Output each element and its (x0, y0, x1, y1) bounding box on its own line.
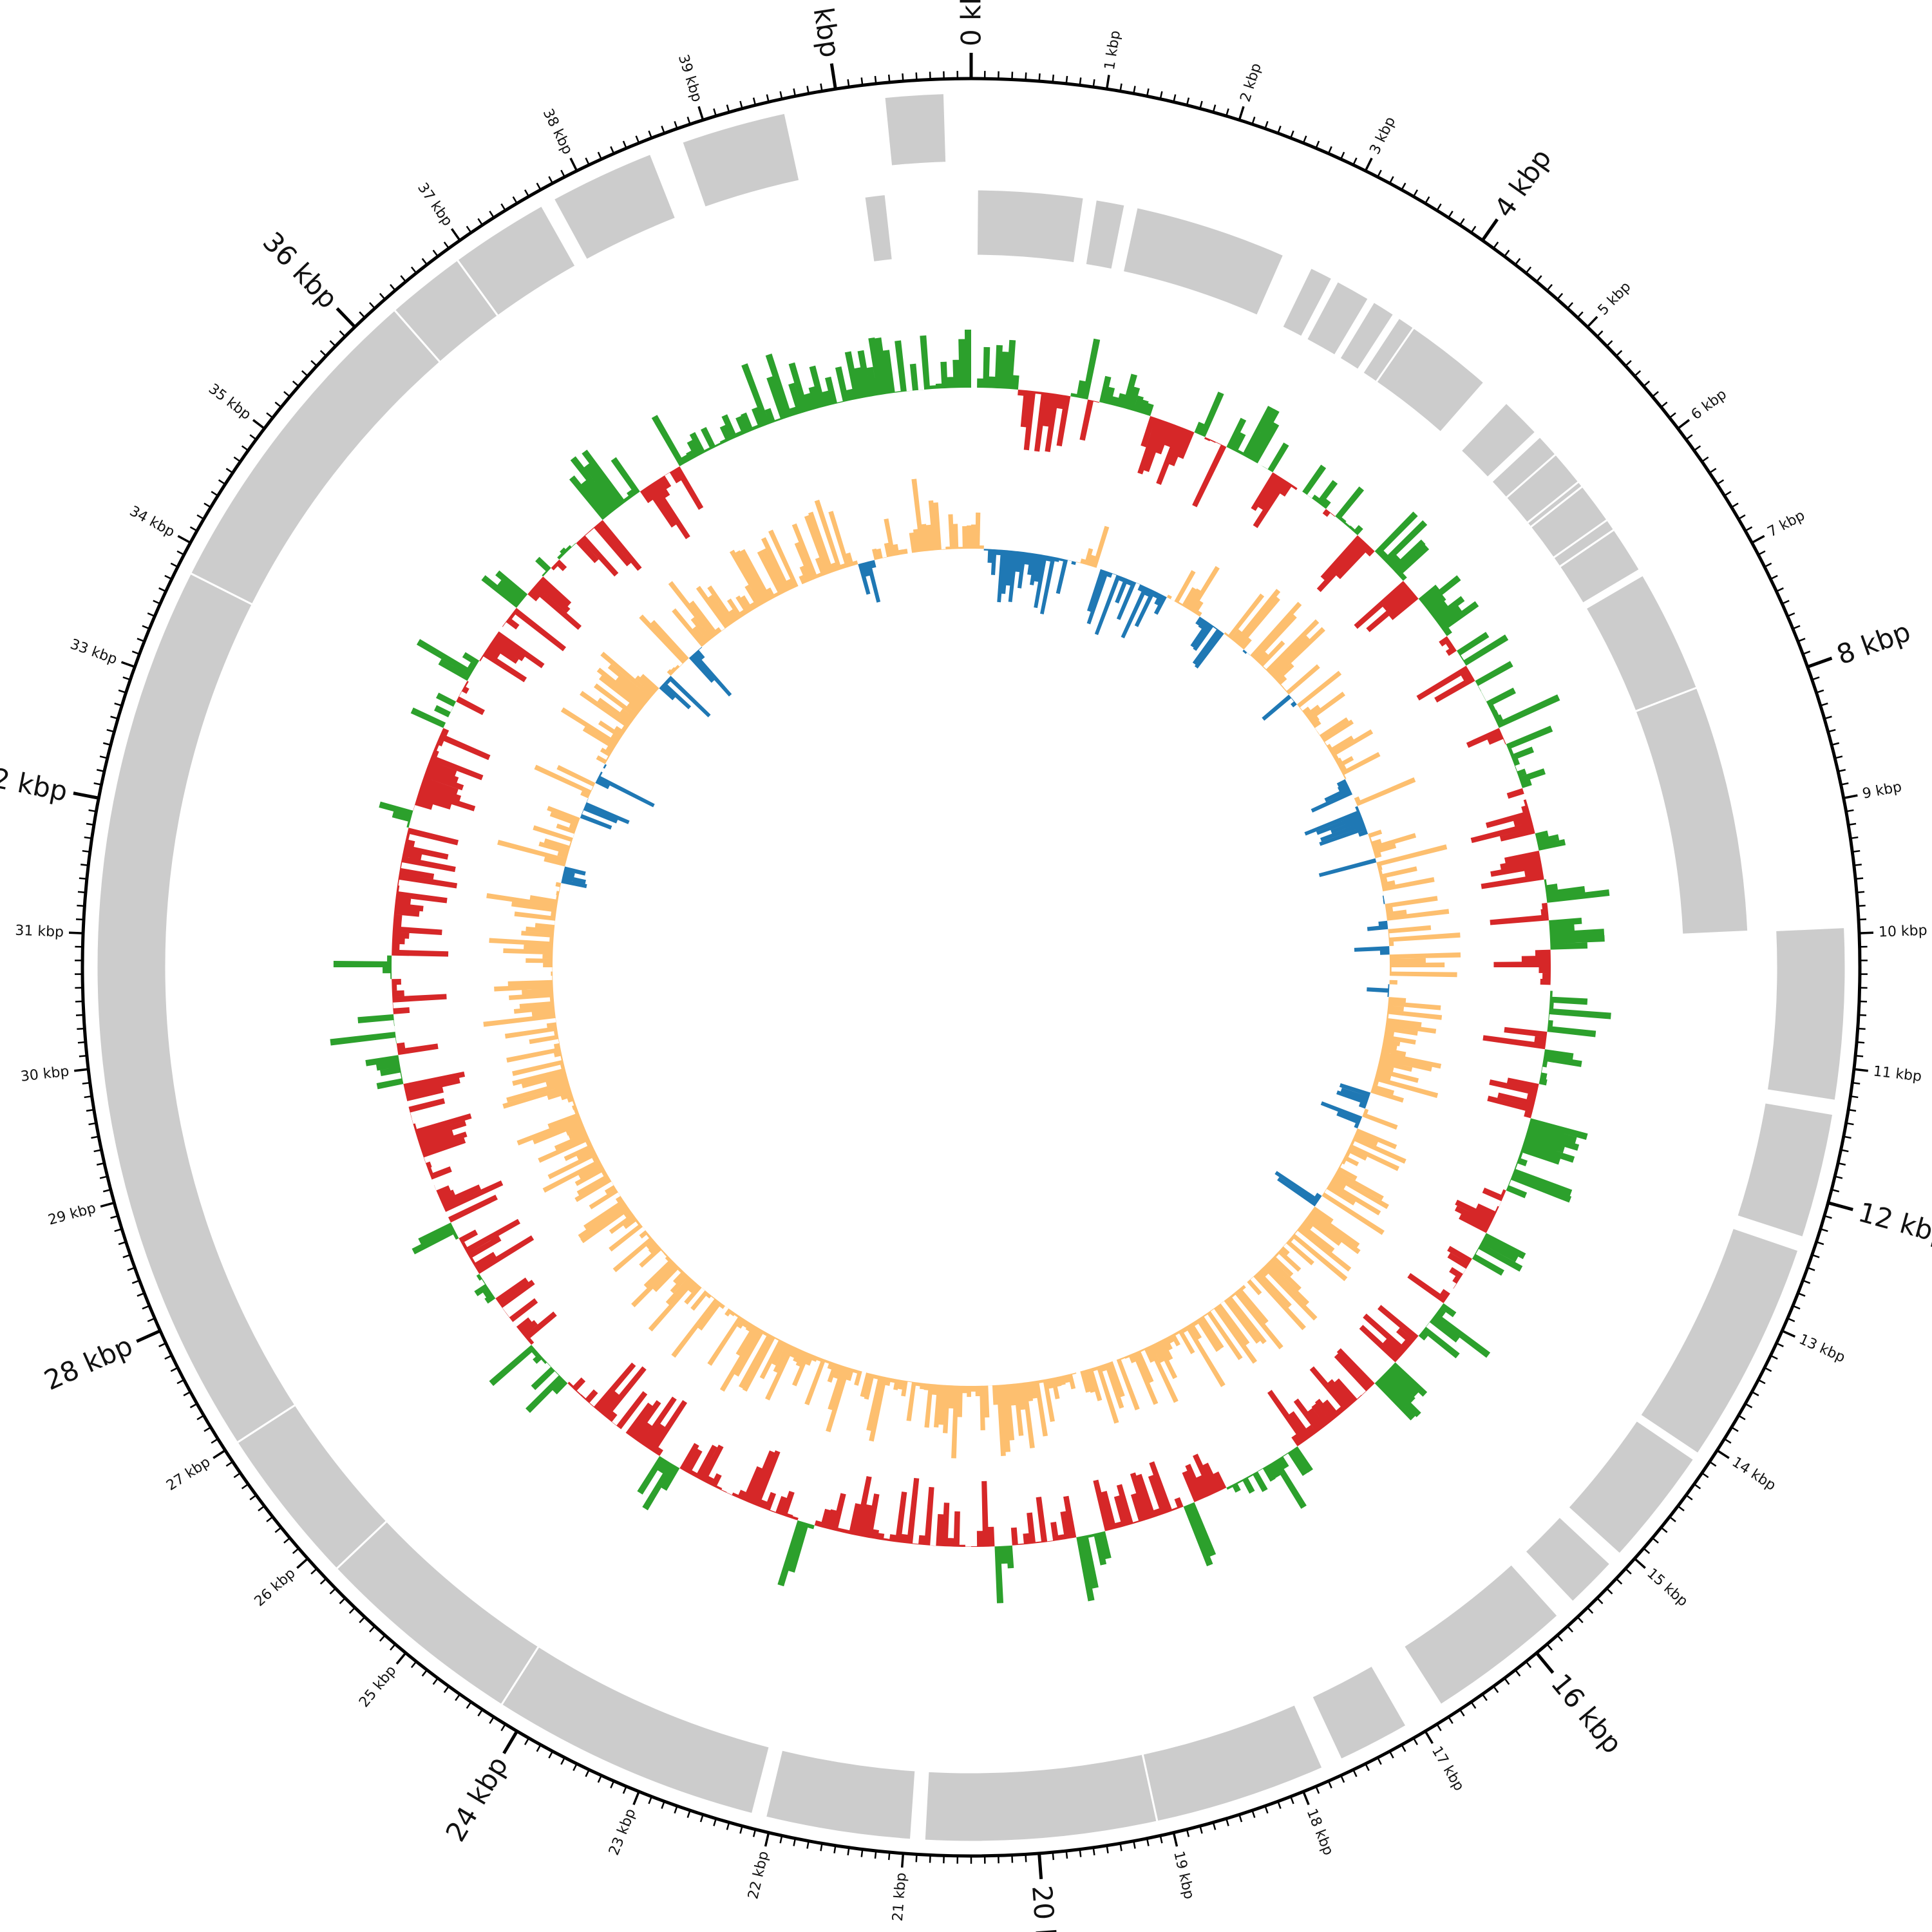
cds-feature-inner (1084, 198, 1126, 271)
gc-content-negative (392, 389, 1551, 1548)
forward-feature-track-outer (95, 92, 1847, 1843)
minor-tick-label: 13 kbp (1797, 1331, 1848, 1366)
cds-feature-outer (455, 204, 578, 317)
cds-feature-outer (1141, 1703, 1324, 1823)
gc-skew-positive (483, 478, 1461, 1459)
minor-tick-label: 25 kbp (356, 1663, 399, 1710)
cds-feature-outer (1310, 1664, 1408, 1761)
cds-feature-inner (1374, 326, 1486, 434)
cds-feature-outer (393, 258, 500, 364)
cds-feature-inner (975, 188, 1085, 265)
cds-feature-outer (1402, 1562, 1560, 1707)
cds-feature-outer (764, 1748, 917, 1841)
cds-feature-inner (1459, 401, 1537, 480)
major-tick-label: 32 kbp (0, 759, 70, 808)
minor-tick-label: 30 kbp (20, 1063, 70, 1085)
cds-feature-inner (1558, 528, 1642, 605)
major-tick-marks (73, 53, 1853, 1880)
major-tick-label: 12 kbp (1855, 1196, 1932, 1251)
cds-feature-outer (500, 1645, 772, 1815)
minor-tick-label: 14 kbp (1729, 1454, 1779, 1494)
minor-tick-label: 18 kbp (1303, 1806, 1336, 1858)
cds-feature-inner (1280, 266, 1334, 339)
minor-tick-label: 27 kbp (164, 1454, 213, 1494)
minor-tick-label: 9 kbp (1861, 779, 1903, 802)
minor-tick-label: 29 kbp (46, 1200, 98, 1229)
minor-tick-label: 23 kbp (606, 1806, 639, 1858)
major-tick-label: 4 kbp (1488, 143, 1558, 223)
minor-tick-label: 10 kbp (1878, 923, 1927, 941)
cds-feature-inner (1634, 686, 1750, 936)
cds-feature-outer (923, 1752, 1159, 1843)
gc-skew-track (483, 478, 1461, 1459)
major-tick-label: 0 kbp (956, 0, 987, 46)
cds-feature-outer (1765, 926, 1847, 1103)
minor-tick-label: 31 kbp (15, 923, 64, 941)
minor-tick-label: 38 kbp (540, 106, 576, 157)
minor-tick-label: 35 kbp (205, 381, 254, 423)
minor-tick-label: 7 kbp (1765, 507, 1808, 540)
minor-tick-label: 33 kbp (68, 636, 120, 668)
major-tick-label: 24 kbp (439, 1751, 514, 1847)
major-tick-label: 40 kbp (800, 0, 846, 59)
minor-tick-label: 17 kbp (1428, 1744, 1467, 1794)
cds-feature-outer (883, 92, 948, 167)
major-ticks (73, 53, 1853, 1880)
minor-tick-label: 26 kbp (252, 1566, 299, 1610)
minor-tick-label: 22 kbp (745, 1850, 772, 1900)
minor-tick-label: 19 kbp (1170, 1850, 1197, 1900)
cds-feature-inner (1584, 573, 1699, 713)
minor-tick-label: 21 kbp (890, 1872, 910, 1922)
cds-feature-outer (552, 152, 677, 261)
cds-feature-inner (1504, 453, 1580, 525)
cds-feature-outer (189, 308, 442, 606)
minor-tick-label: 5 kbp (1595, 279, 1634, 319)
minor-tick-label: 34 kbp (127, 503, 177, 540)
major-tick-label: 36 kbp (257, 226, 344, 315)
minor-tick-label: 6 kbp (1689, 386, 1730, 423)
forward-feature-track-inner (863, 188, 1750, 936)
minor-tick-labels: 1 kbp 2 kbp 3 kbp 5 kbp 6 kbp 7 kbp 9 kbp 10 kb… (15, 30, 1927, 1922)
cds-feature-outer (1735, 1101, 1835, 1239)
minor-tick-label: 37 kbp (414, 180, 455, 229)
cds-feature-inner (1529, 484, 1609, 560)
cds-feature-outer (335, 1519, 540, 1707)
major-tick-label: 20 kbp (1026, 1884, 1065, 1932)
minor-tick-label: 1 kbp (1102, 30, 1124, 71)
major-tick-label: 16 kbp (1545, 1668, 1629, 1760)
cds-feature-outer (1523, 1515, 1612, 1604)
cds-feature-inner (1121, 205, 1285, 317)
cds-feature-inner (1305, 279, 1370, 357)
minor-tick-label: 15 kbp (1643, 1566, 1690, 1610)
minor-tick-label: 2 kbp (1238, 61, 1265, 104)
cds-feature-outer (95, 572, 297, 1444)
minor-tick-label: 3 kbp (1367, 115, 1399, 157)
cds-feature-outer (1638, 1226, 1800, 1455)
minor-tick-label: 39 kbp (675, 53, 705, 104)
cds-feature-inner (1338, 300, 1396, 372)
cds-feature-outer (680, 111, 801, 209)
cds-feature-outer (1566, 1419, 1696, 1556)
cds-feature-outer (236, 1403, 388, 1571)
cds-feature-inner (863, 193, 894, 264)
major-tick-label: 28 kbp (39, 1330, 137, 1397)
minor-tick-label: 11 kbp (1872, 1063, 1922, 1085)
major-tick-label: 8 kbp (1833, 616, 1915, 671)
